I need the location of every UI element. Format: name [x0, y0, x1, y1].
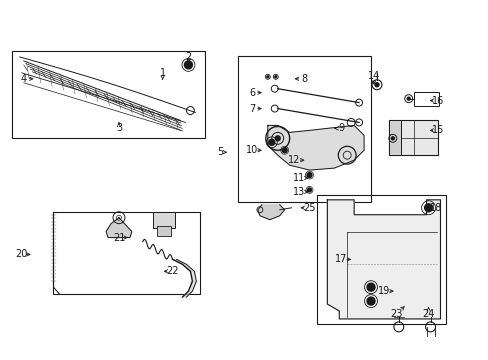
Polygon shape	[106, 218, 132, 238]
Circle shape	[390, 137, 393, 140]
Text: 10: 10	[245, 145, 258, 155]
Text: 9: 9	[338, 123, 344, 134]
Text: 17: 17	[334, 255, 347, 264]
Bar	[317, 195, 446, 324]
Polygon shape	[257, 205, 284, 220]
Bar	[388, 121, 438, 155]
Text: 24: 24	[422, 309, 434, 319]
Circle shape	[306, 172, 311, 177]
Polygon shape	[326, 200, 440, 319]
Text: 6: 6	[248, 88, 254, 98]
Text: 8: 8	[301, 74, 307, 84]
Text: 11: 11	[293, 173, 305, 183]
Text: 5: 5	[217, 147, 223, 157]
Text: 13: 13	[293, 187, 305, 197]
Polygon shape	[267, 125, 364, 170]
Circle shape	[407, 97, 409, 100]
Text: 14: 14	[367, 71, 379, 81]
Text: 4: 4	[20, 74, 27, 84]
Circle shape	[184, 61, 192, 69]
Bar	[156, 226, 170, 235]
Bar	[152, 212, 174, 228]
Text: 3: 3	[116, 123, 122, 134]
Text: 16: 16	[431, 96, 444, 105]
Circle shape	[266, 76, 268, 78]
Polygon shape	[172, 260, 196, 297]
Text: 2: 2	[185, 52, 191, 62]
Text: 1: 1	[159, 68, 165, 78]
Text: 18: 18	[429, 203, 442, 213]
Circle shape	[366, 297, 374, 305]
Circle shape	[374, 83, 378, 87]
Text: 20: 20	[16, 249, 28, 260]
Circle shape	[366, 283, 374, 291]
Bar	[238, 56, 370, 202]
Bar	[413, 92, 439, 105]
Text: 21: 21	[113, 233, 125, 243]
Circle shape	[274, 76, 276, 78]
Bar	[388, 121, 400, 155]
Text: 23: 23	[390, 309, 402, 319]
Text: 22: 22	[166, 266, 179, 276]
Circle shape	[268, 139, 274, 145]
Text: 7: 7	[248, 104, 255, 113]
Circle shape	[275, 136, 280, 141]
Text: 12: 12	[288, 155, 300, 165]
Text: 25: 25	[303, 203, 315, 213]
Text: 19: 19	[377, 286, 389, 296]
Text: 15: 15	[431, 125, 444, 135]
Circle shape	[282, 148, 286, 153]
Circle shape	[307, 188, 311, 192]
Bar	[53, 212, 200, 294]
Circle shape	[424, 204, 432, 212]
Bar	[12, 51, 205, 138]
